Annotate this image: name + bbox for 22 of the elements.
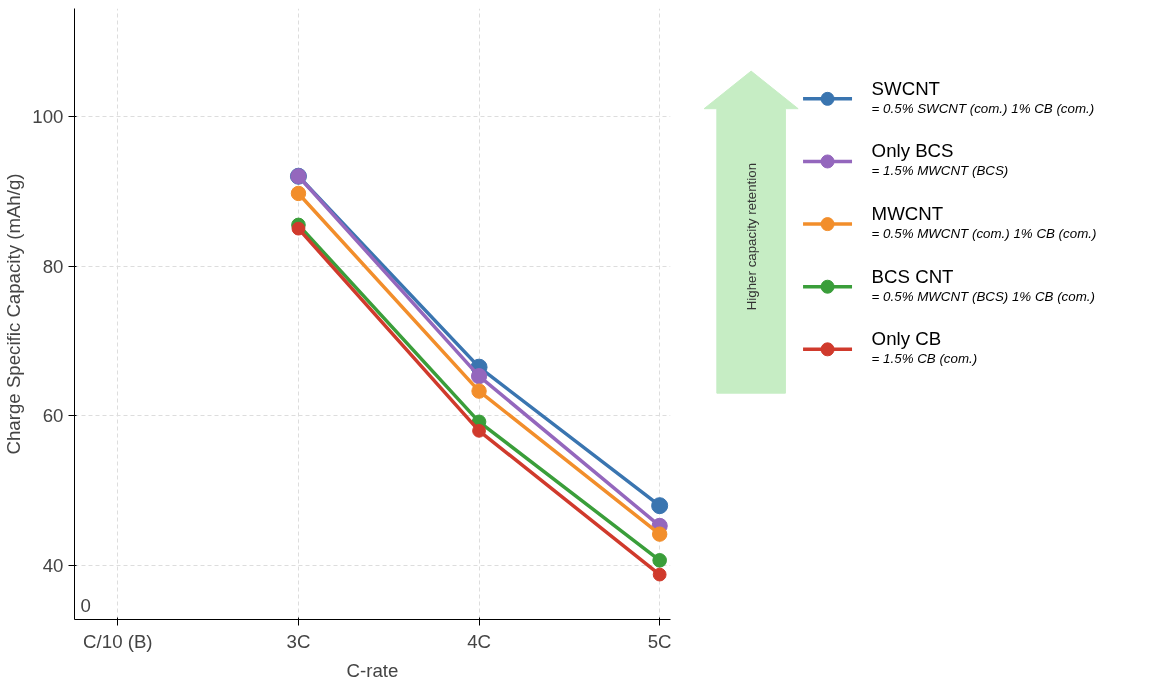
- y-tick-label: 60: [42, 405, 64, 427]
- y-tick-label: 80: [42, 255, 64, 277]
- x-tick-label: C/10 (B): [83, 630, 153, 652]
- text: = 1.5% MWCNT (BCS): [871, 163, 1009, 179]
- text: = 0.5% SWCNT (com.) 1% CB (com.): [871, 100, 1095, 116]
- x-tick-label: 4C: [467, 630, 491, 652]
- legend-label: MWCNT: [871, 203, 944, 225]
- legend-label: Only BCS: [871, 140, 954, 162]
- legend-label: SWCNT: [871, 77, 941, 99]
- text: = 1.5% CB (com.): [871, 351, 978, 367]
- x-tick-label: 5C: [647, 630, 672, 652]
- legend-label: BCS CNT: [871, 265, 954, 287]
- text: = 0.5% MWCNT (BCS) 1% CB (com.): [871, 288, 1095, 304]
- text: = 0.5% MWCNT (com.) 1% CB (com.): [871, 225, 1097, 241]
- y-tick-label: 100: [32, 105, 64, 127]
- y-axis-title: Charge Specific Capacity (mAh/g): [3, 173, 25, 455]
- x-axis-title: C-rate: [346, 659, 399, 681]
- legend-label: Only CB: [871, 328, 942, 350]
- x-tick-label: 3C: [286, 630, 311, 652]
- annotation: 0: [80, 595, 91, 616]
- text: Higher capacity retention: [743, 162, 759, 311]
- y-tick-label: 40: [42, 555, 64, 577]
